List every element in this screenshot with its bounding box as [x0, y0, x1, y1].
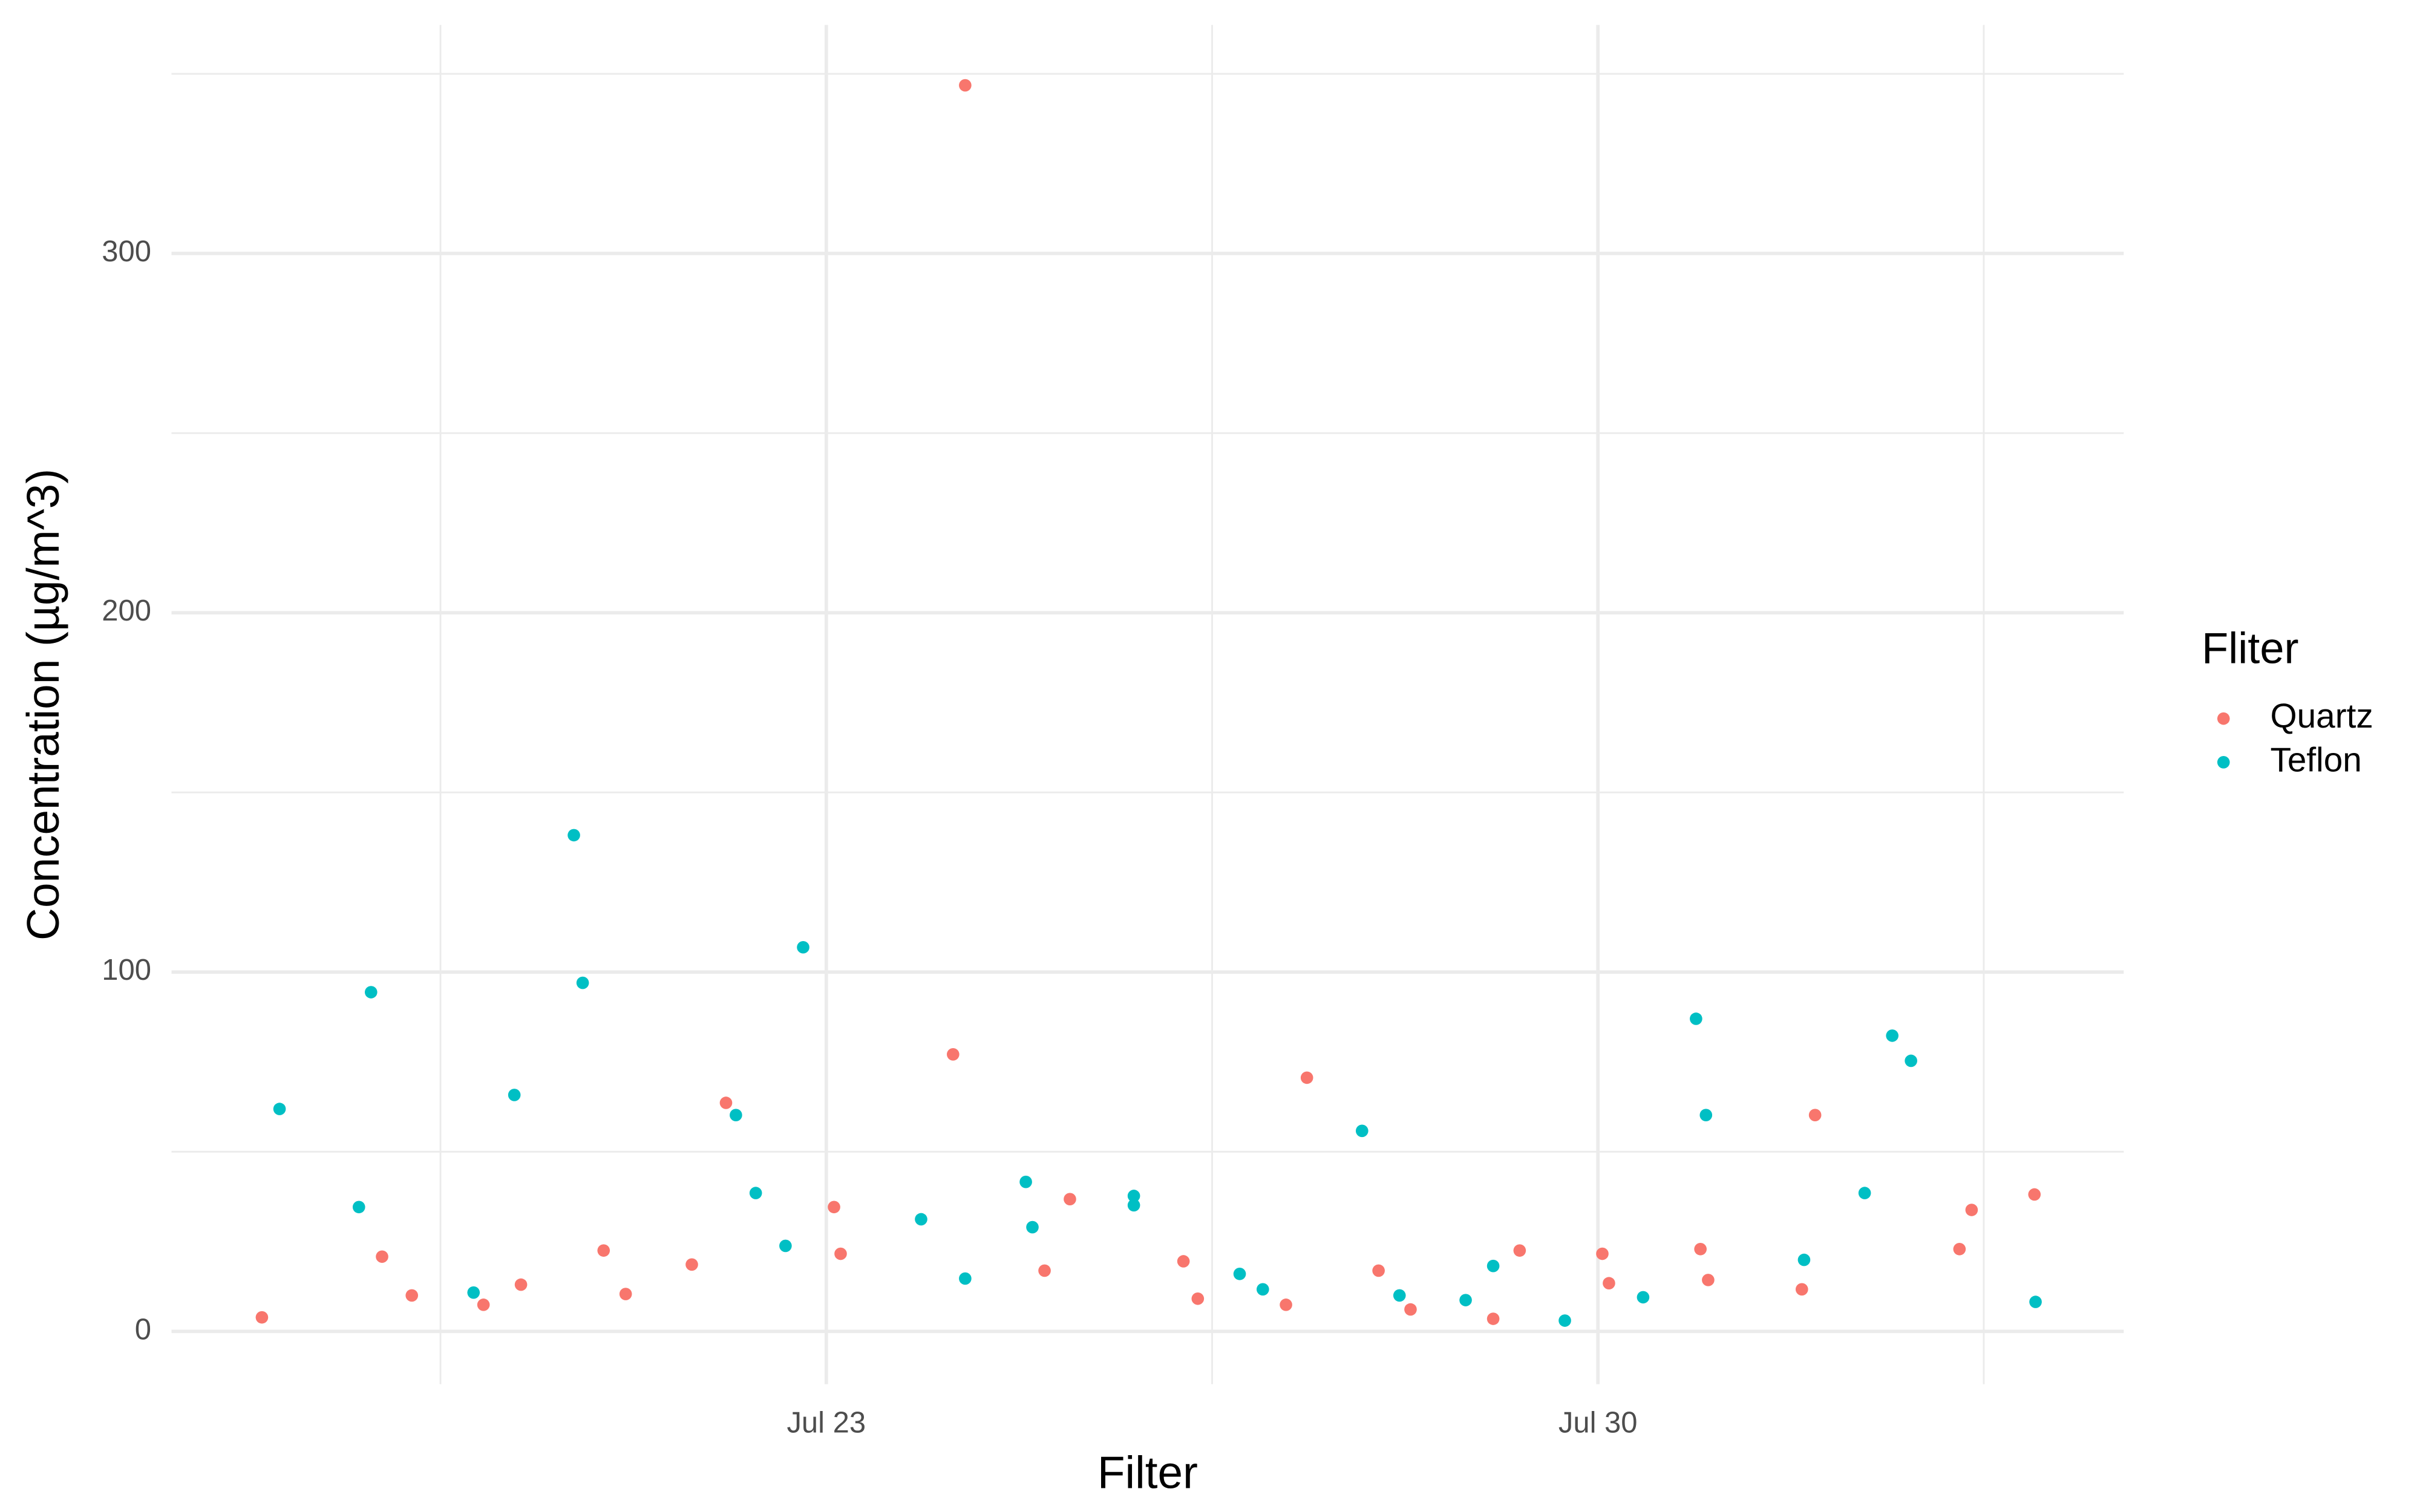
point: [834, 1247, 847, 1260]
point: [1699, 1109, 1713, 1121]
point: [477, 1299, 490, 1311]
point: [1404, 1303, 1417, 1316]
point: [1558, 1314, 1571, 1327]
point: [1026, 1220, 1039, 1234]
point: [1127, 1199, 1140, 1212]
point: [1637, 1291, 1650, 1304]
point: [1797, 1253, 1811, 1266]
point: [467, 1286, 480, 1299]
point: [730, 1109, 742, 1121]
point: [1690, 1012, 1702, 1025]
point: [1953, 1242, 1966, 1256]
legend-key: [2217, 756, 2230, 769]
point: [364, 986, 378, 999]
point: [1233, 1267, 1246, 1280]
point: [1191, 1292, 1205, 1305]
point: [1965, 1204, 1978, 1216]
point: [719, 1097, 733, 1109]
point: [1486, 1312, 1500, 1325]
point: [1372, 1264, 1385, 1277]
point: [352, 1201, 365, 1214]
x-tick-label: Jul 23: [786, 1407, 866, 1439]
point: [915, 1213, 927, 1226]
x-tick-label: Jul 30: [1558, 1407, 1638, 1439]
point: [576, 976, 589, 989]
y-tick-label: 100: [102, 954, 151, 986]
point: [1127, 1190, 1140, 1202]
point: [1808, 1109, 1822, 1121]
point: [779, 1239, 792, 1253]
legend-key: [2217, 712, 2230, 725]
grid: [171, 25, 2124, 1384]
point: [273, 1103, 286, 1115]
point: [619, 1288, 632, 1300]
point: [1603, 1277, 1615, 1290]
y-tick-label: 200: [102, 595, 151, 627]
point: [514, 1278, 528, 1291]
point: [255, 1311, 269, 1324]
point: [1459, 1294, 1472, 1306]
point: [405, 1289, 419, 1302]
x-axis-title: Filter: [1097, 1447, 1198, 1497]
point: [567, 829, 580, 842]
y-tick-label: 300: [102, 235, 151, 268]
point: [1038, 1264, 1051, 1277]
legend-label: Teflon: [2271, 741, 2362, 779]
point: [959, 79, 972, 92]
point: [1905, 1054, 1917, 1067]
y-axis-title: Concentration (µg/m^3): [18, 469, 68, 940]
point: [1795, 1283, 1808, 1296]
point: [1513, 1244, 1526, 1257]
legend-title: Fliter: [2202, 624, 2298, 673]
point: [508, 1089, 521, 1101]
point: [685, 1258, 698, 1271]
point: [1256, 1283, 1269, 1296]
point: [1702, 1274, 1715, 1286]
point: [1596, 1247, 1609, 1260]
points: [255, 79, 2042, 1327]
point: [797, 940, 809, 954]
legend-label: Quartz: [2271, 697, 2373, 735]
labels: Filter Concentration (µg/m^3) Fliter 0 10…: [18, 235, 2373, 1497]
point: [2028, 1188, 2041, 1201]
point: [376, 1250, 388, 1263]
point: [947, 1048, 960, 1061]
point: [1300, 1071, 1313, 1084]
point: [1280, 1299, 1292, 1311]
point: [597, 1244, 610, 1257]
y-tick-label: 0: [135, 1313, 151, 1346]
point: [1886, 1029, 1898, 1042]
point: [1019, 1175, 1032, 1188]
point: [1177, 1255, 1190, 1268]
point: [1486, 1259, 1500, 1272]
point: [1858, 1187, 1871, 1199]
point: [1355, 1124, 1369, 1138]
point: [1393, 1289, 1406, 1302]
point: [1694, 1242, 1707, 1256]
point: [828, 1201, 840, 1214]
point: [1064, 1193, 1076, 1206]
point: [2029, 1295, 2042, 1308]
point: [749, 1187, 762, 1199]
point: [959, 1272, 972, 1285]
